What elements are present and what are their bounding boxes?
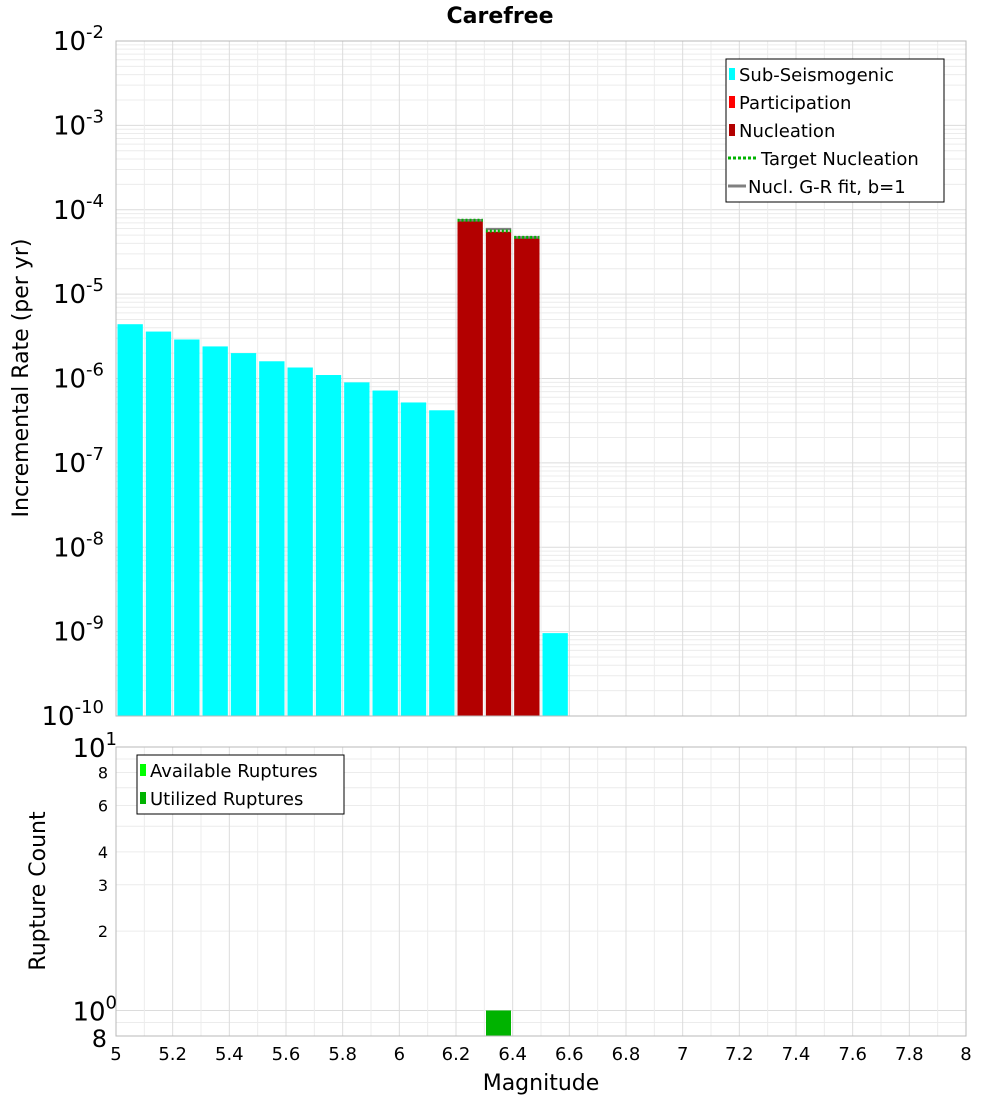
y-tick-label: 10-6 [53, 360, 104, 395]
legend-frame [725, 58, 945, 203]
bar-sub-seismogenic [344, 382, 370, 716]
bottom-bars [486, 1010, 511, 1036]
x-tick-label: 6 [394, 1044, 405, 1065]
x-axis-title: Magnitude [483, 1071, 600, 1096]
legend-swatch [729, 124, 735, 136]
y-tick-label: 10-4 [53, 191, 104, 226]
y-tick-label: 10-8 [53, 528, 104, 563]
x-tick-label: 7.6 [838, 1044, 867, 1065]
x-tick-label: 8 [960, 1044, 971, 1065]
bar-nucleation [457, 220, 483, 716]
legend-label: Sub-Seismogenic [739, 65, 894, 86]
y-tick-label: 8 [98, 764, 108, 783]
legend-swatch [729, 68, 735, 80]
y-tick-label: 2 [98, 922, 108, 941]
top-grid [115, 41, 967, 717]
bar-utilized-ruptures [486, 1010, 511, 1036]
bar-sub-seismogenic [202, 346, 228, 716]
legend-label: Utilized Ruptures [150, 789, 303, 810]
bar-sub-seismogenic [230, 353, 257, 716]
y-tick-label: 8 [92, 1025, 107, 1053]
bottom-legend: Available Ruptures Utilized Ruptures [136, 754, 345, 815]
x-tick-label: 5.6 [272, 1044, 301, 1065]
y-tick-label: 10-9 [53, 613, 104, 648]
x-tick-label: 5.4 [215, 1044, 244, 1065]
bar-sub-seismogenic [174, 339, 200, 716]
bottom-y-axis-title: Rupture Count [26, 811, 51, 971]
x-tick-label: 6.4 [498, 1044, 527, 1065]
y-tick-label: 10-2 [53, 22, 104, 57]
y-tick-label: 3 [98, 876, 108, 895]
y-tick-label: 10-10 [42, 697, 105, 732]
y-tick-label: 101 [72, 729, 117, 764]
y-tick-label: 10-3 [53, 106, 104, 141]
legend-frame [136, 754, 345, 815]
top-bars [117, 218, 568, 716]
y-tick-label: 100 [72, 992, 117, 1027]
x-tick-label: 7.8 [895, 1044, 924, 1065]
x-tick-label: 5 [110, 1044, 121, 1065]
x-tick-label: 5.8 [328, 1044, 357, 1065]
bar-sub-seismogenic [315, 375, 342, 716]
x-tick-label: 5.2 [158, 1044, 187, 1065]
legend-label: Nucleation [739, 121, 835, 142]
bar-sub-seismogenic [542, 633, 568, 716]
bar-nucleation [514, 238, 540, 716]
x-tick-label: 6.8 [612, 1044, 641, 1065]
y-tick-label: 6 [98, 796, 108, 815]
legend-swatch [140, 764, 146, 776]
bottom-plot-frame [115, 746, 967, 1037]
top-legend: Sub-Seismogenic Participation Nucleation Ta… [725, 58, 945, 203]
x-ticks: 5 5.2 5.4 5.6 5.8 6 6.2 6.4 6.6 6.8 7 7.2 7.4 7.6 7.8 8 [110, 1044, 971, 1065]
y-tick-label: 10-5 [53, 275, 104, 310]
top-y-ticks: 10-10 10-9 10-8 10-7 10-6 10-5 10-4 10-3 10-2 [42, 22, 105, 732]
bar-sub-seismogenic [117, 324, 143, 716]
x-tick-label: 7.4 [782, 1044, 811, 1065]
legend-label: Participation [739, 93, 851, 114]
legend-label: Available Ruptures [150, 761, 318, 782]
x-tick-label: 6.2 [442, 1044, 471, 1065]
x-tick-label: 7 [677, 1044, 688, 1065]
bar-nucleation [485, 231, 512, 716]
x-tick-label: 6.6 [555, 1044, 584, 1065]
x-tick-label: 7.2 [725, 1044, 754, 1065]
top-plot-frame [115, 40, 967, 717]
legend-label: Nucl. G-R fit, b=1 [748, 177, 906, 198]
bar-sub-seismogenic [429, 410, 455, 716]
bar-sub-seismogenic [400, 402, 427, 716]
legend-swatch [729, 96, 735, 108]
bar-sub-seismogenic [259, 361, 285, 716]
y-tick-label: 10-7 [53, 444, 104, 479]
top-y-axis-title: Incremental Rate (per yr) [9, 239, 34, 518]
bar-sub-seismogenic [372, 390, 398, 716]
legend-swatch [140, 792, 146, 804]
top-panel: 10-10 10-9 10-8 10-7 10-6 10-5 10-4 10-3 10-2 In… [9, 22, 967, 732]
bar-sub-seismogenic [145, 331, 172, 716]
bar-sub-seismogenic [287, 367, 313, 716]
chart-title: Carefree [446, 4, 553, 29]
legend-label: Target Nucleation [760, 149, 919, 170]
y-tick-label: 4 [98, 843, 108, 862]
